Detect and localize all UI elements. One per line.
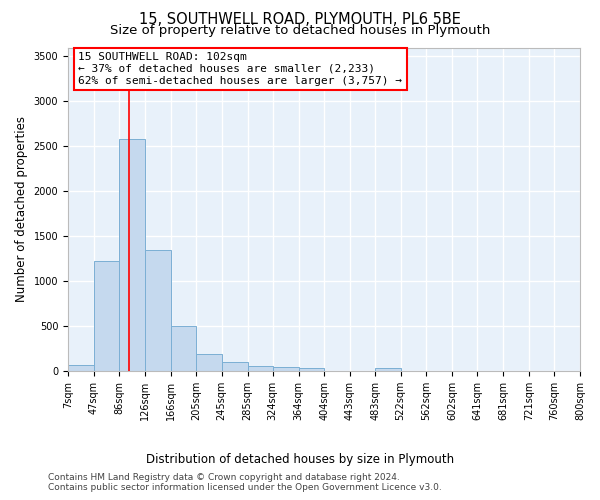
Text: Contains public sector information licensed under the Open Government Licence v3: Contains public sector information licen… bbox=[48, 484, 442, 492]
Bar bbox=[248, 366, 272, 371]
Bar bbox=[170, 326, 196, 371]
Y-axis label: Number of detached properties: Number of detached properties bbox=[15, 116, 28, 302]
Bar bbox=[272, 366, 299, 371]
Bar bbox=[145, 250, 170, 371]
Text: Distribution of detached houses by size in Plymouth: Distribution of detached houses by size … bbox=[146, 452, 454, 466]
Bar bbox=[68, 366, 94, 371]
Text: 15 SOUTHWELL ROAD: 102sqm
← 37% of detached houses are smaller (2,233)
62% of se: 15 SOUTHWELL ROAD: 102sqm ← 37% of detac… bbox=[78, 52, 402, 86]
Bar bbox=[221, 362, 248, 371]
Text: 15, SOUTHWELL ROAD, PLYMOUTH, PL6 5BE: 15, SOUTHWELL ROAD, PLYMOUTH, PL6 5BE bbox=[139, 12, 461, 28]
Text: Contains HM Land Registry data © Crown copyright and database right 2024.: Contains HM Land Registry data © Crown c… bbox=[48, 474, 400, 482]
Bar bbox=[196, 354, 221, 371]
Bar bbox=[119, 139, 145, 371]
Bar bbox=[94, 261, 119, 371]
Bar bbox=[299, 368, 325, 371]
Bar bbox=[376, 368, 401, 371]
Text: Size of property relative to detached houses in Plymouth: Size of property relative to detached ho… bbox=[110, 24, 490, 37]
